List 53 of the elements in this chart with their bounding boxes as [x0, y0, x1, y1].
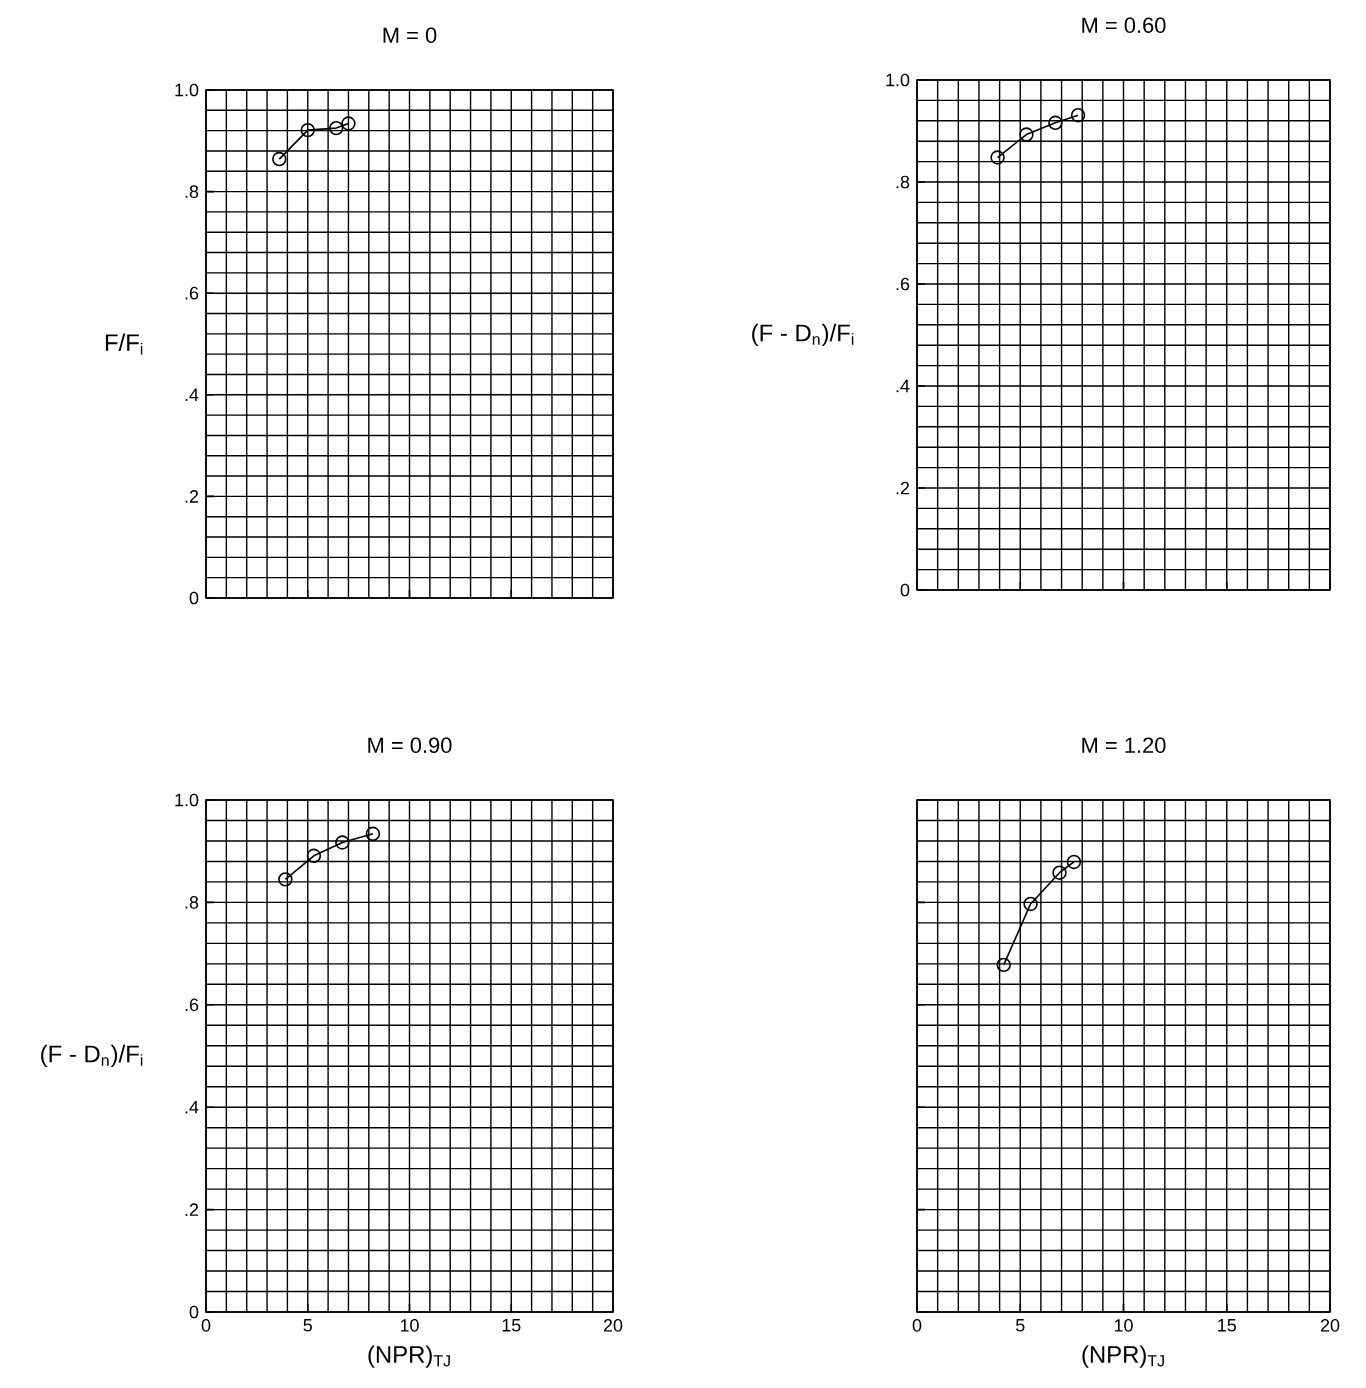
y-tick-label: 0 [189, 1305, 199, 1319]
point [335, 835, 350, 850]
point [1019, 127, 1034, 142]
y-tick-label: .8 [896, 175, 910, 189]
x-tick-label: 10 [400, 1319, 419, 1332]
point [1023, 896, 1038, 912]
y-tick-label: .6 [185, 286, 199, 300]
point [1070, 107, 1086, 123]
point [329, 120, 344, 136]
x-tick-label: 5 [303, 1319, 312, 1332]
x-tick-label: 20 [1320, 1319, 1340, 1332]
x-axis-title: (NPR)$_{TJ}$ [368, 1345, 450, 1368]
y-tick-label: 1.0 [886, 73, 910, 87]
x-tick-label: 15 [1218, 1319, 1236, 1332]
point [996, 957, 1011, 973]
y-axis-title: (F - D$_{n}$)/F$_{i}$ [41, 1044, 143, 1068]
y-tick-label: 0 [900, 583, 910, 597]
chart-title: M = 0.60 [1082, 17, 1166, 33]
y-tick-label: 1.0 [175, 793, 199, 807]
y-tick-label: .2 [185, 1203, 199, 1216]
chart-title: M = 0 [383, 27, 437, 43]
y-tick-label: 0 [189, 591, 199, 605]
chart-title: M = 0.90 [368, 737, 452, 753]
y-tick-label: .4 [185, 388, 199, 401]
point [300, 122, 315, 138]
x-tick-label: 0 [912, 1319, 922, 1332]
point [306, 848, 322, 863]
point [278, 872, 293, 887]
y-tick-label: .6 [185, 998, 199, 1012]
x-tick-label: 15 [502, 1319, 521, 1332]
y-tick-label: .4 [896, 379, 910, 393]
y-axis-title: (F - D$_{n}$)/F$_{i}$ [752, 323, 854, 347]
y-tick-label: .4 [185, 1101, 199, 1114]
y-tick-label: .2 [896, 481, 910, 495]
point [1048, 115, 1063, 131]
x-tick-label: 20 [603, 1319, 623, 1332]
x-tick-label: 10 [1114, 1319, 1133, 1332]
x-tick-label: 0 [201, 1319, 211, 1332]
x-axis-title: (NPR)$_{TJ}$ [1082, 1345, 1164, 1368]
point [272, 151, 287, 167]
y-axis-title: F/F$_{i}$ [105, 333, 143, 355]
y-tick-label: 1.0 [175, 83, 199, 97]
chart-title: M = 1.20 [1082, 737, 1166, 753]
point [1052, 865, 1067, 880]
y-tick-label: .6 [896, 277, 910, 291]
point [990, 150, 1005, 165]
x-tick-label: 5 [1015, 1319, 1025, 1332]
y-tick-label: .2 [185, 490, 199, 503]
point [1066, 854, 1082, 870]
y-tick-label: .8 [185, 185, 199, 198]
y-tick-label: .8 [185, 896, 199, 909]
point [365, 826, 381, 841]
point [341, 116, 356, 131]
